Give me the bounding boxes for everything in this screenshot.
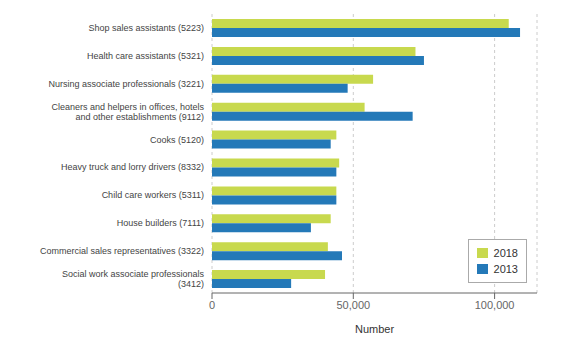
svg-text:Nursing associate professional: Nursing associate professionals (3221)	[48, 79, 204, 89]
svg-text:Social work associate professi: Social work associate professionals(3412…	[62, 269, 205, 289]
svg-text:Child care workers (5311): Child care workers (5311)	[102, 190, 204, 200]
svg-text:Commercial sales representativ: Commercial sales representatives (3322)	[40, 246, 204, 256]
svg-text:Heavy truck and lorry drivers: Heavy truck and lorry drivers (8332)	[61, 162, 204, 172]
svg-text:100,000: 100,000	[475, 299, 515, 311]
svg-text:House builders (7111): House builders (7111)	[117, 218, 204, 228]
html-text:2013: 2013	[493, 263, 518, 275]
svg-text:Cooks (5120): Cooks (5120)	[150, 135, 204, 145]
svg-text:Number: Number	[355, 323, 394, 335]
svg-text:Cleaners and helpers in office: Cleaners and helpers in offices, hotelsa…	[52, 102, 205, 122]
svg-text:Health care assistants (5321): Health care assistants (5321)	[87, 51, 204, 61]
svg-text:Shop sales assistants (5223): Shop sales assistants (5223)	[88, 23, 204, 33]
html-text:2018: 2018	[493, 247, 518, 259]
svg-text:50,000: 50,000	[336, 299, 370, 311]
svg-text:0: 0	[209, 299, 215, 311]
